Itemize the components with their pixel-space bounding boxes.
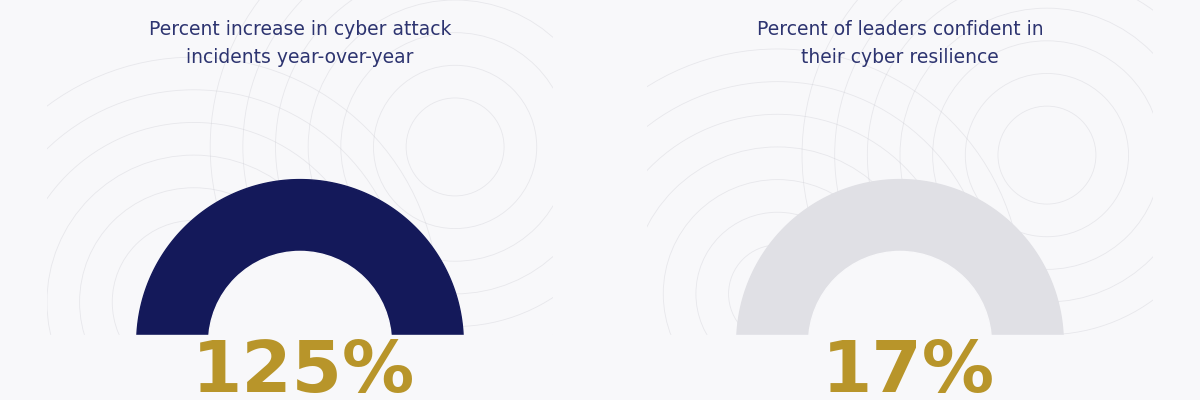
- Text: Percent of leaders confident in
their cyber resilience: Percent of leaders confident in their cy…: [757, 20, 1043, 66]
- Text: 125%: 125%: [192, 338, 415, 400]
- Bar: [638, 335, 1162, 400]
- Polygon shape: [737, 180, 1063, 400]
- Circle shape: [809, 252, 991, 400]
- Text: Percent increase in cyber attack
incidents year-over-year: Percent increase in cyber attack inciden…: [149, 20, 451, 66]
- Circle shape: [209, 252, 391, 400]
- Polygon shape: [737, 348, 860, 400]
- Bar: [38, 335, 562, 400]
- Text: 17%: 17%: [822, 338, 995, 400]
- Polygon shape: [137, 180, 463, 400]
